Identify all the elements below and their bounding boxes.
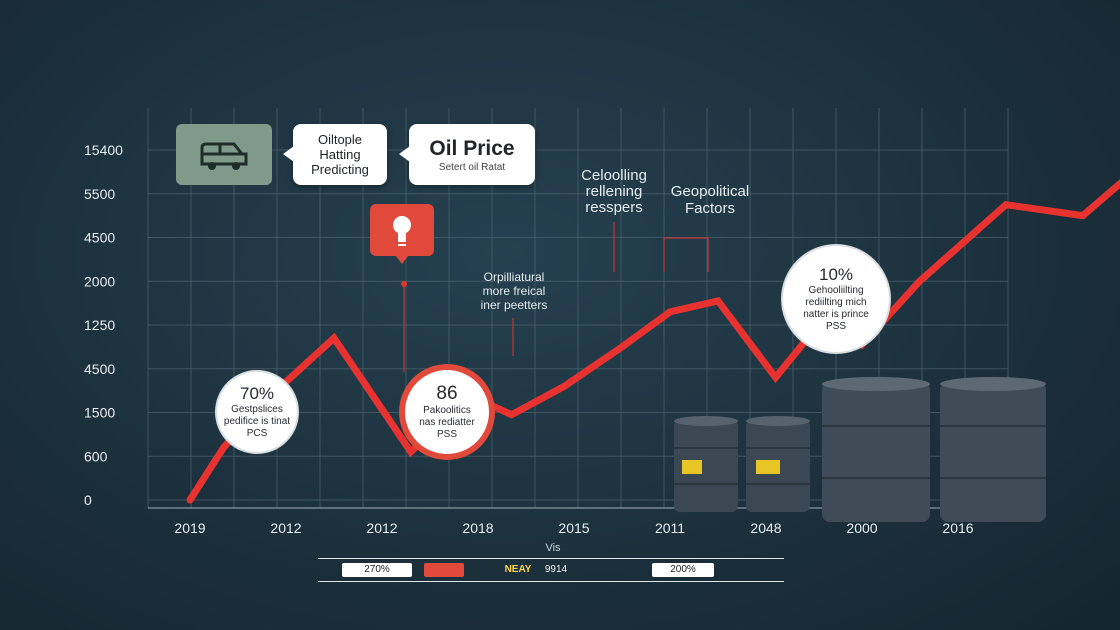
barrel-small-2 [746,416,810,512]
note1-line-3: iner peetters [480,298,548,312]
legend-chip-3: NEAY [504,564,532,575]
note1-line-2: more freical [482,284,546,298]
note2-line-1: Celoolling [581,167,647,184]
truck-icon [200,142,248,170]
y-tick-label: 4500 [84,361,115,377]
y-tick-label: 4500 [84,230,115,246]
note2-line-3: resspers [585,199,643,216]
x-tick-label: 2019 [174,520,205,536]
x-tick-label: 2000 [846,520,877,536]
stat-circle-70-line-1: Gestpslices [231,404,283,415]
legend-strip: 270% NEAY 9914 200% [318,558,784,582]
stat-circle-10-line-3: natter is prince [803,309,869,320]
connector-note3 [663,237,709,272]
alert-bubble [370,204,434,264]
note1-line-1: Orpilliatural [483,270,545,284]
stat-circle-86-line-1: Pakoolitics [423,405,471,416]
stat-circle-86-line-3: PSS [436,429,457,440]
x-tick-label: 2048 [750,520,781,536]
x-tick-label: 2012 [366,520,397,536]
y-tick-label: 1500 [84,405,115,421]
stat-circle-10: 10% Gehooliilting rediilting mich natter… [781,244,891,354]
note2-line-2: rellening [585,183,643,200]
stat-circle-10-line-1: Gehooliilting [808,285,864,296]
x-tick-label: 2012 [270,520,301,536]
y-tick-label: 15400 [84,142,123,158]
lightbulb-icon [393,216,411,264]
stat-circle-70: 70% Gestpslices pedifice is tinat PCS [215,370,299,454]
note3-line-2: Factors [684,200,735,217]
stat-circle-86: 86 Pakoolitics nas rediatter PSS [399,364,495,460]
x-axis: 2019 2012 2012 2018 2015 2011 2048 2000 2016 [174,520,973,536]
oil-price-title: Oil Price [429,137,515,160]
stat-circle-10-line-4: PSS [825,321,846,332]
x-tick-label: 2018 [462,520,493,536]
legend-chip-5: 200% [652,563,714,577]
oil-price-subtitle: Setert oil Ratat [438,162,506,173]
stat-circle-86-line-2: nas rediatter [419,417,475,428]
legend-chip-4: 9914 [544,564,568,575]
y-tick-label: 600 [84,448,108,464]
oil-barrels [674,377,1046,522]
connector-dot [401,281,407,287]
stat-circle-70-line-3: PCS [246,428,268,439]
annotation-connectors [401,222,709,372]
x-tick-label: 2016 [942,520,973,536]
barrel-large-1 [822,377,930,522]
barrel-large-2 [940,377,1046,522]
predicting-line-1: Oiltople [317,132,363,147]
legend-chip-1: 270% [342,563,412,577]
note-orpilliatural: Orpilliatural more freical iner peetters [456,270,572,312]
predicting-card: Oiltople Hatting Predicting [283,124,387,185]
y-axis: 15400 5500 4500 2000 1250 4500 1500 600 0 [84,142,123,508]
stat-circle-86-value: 86 [436,383,458,404]
x-axis-label: Vis [545,542,561,554]
stat-circle-10-line-2: rediilting mich [805,297,867,308]
oil-price-card: Oil Price Setert oil Ratat [399,124,535,185]
barrel-small-1 [674,416,738,512]
note-celoolling: Celoolling rellening resspers [556,168,672,216]
price-series [186,178,1120,504]
note-geopolitical: Geopolitical Factors [650,183,770,217]
stat-circle-10-value: 10% [818,265,854,284]
y-tick-label: 0 [84,492,92,508]
y-tick-label: 5500 [84,186,115,202]
x-tick-label: 2015 [558,520,589,536]
predicting-line-2: Hatting [319,147,361,162]
y-tick-label: 2000 [84,273,115,289]
stat-circle-70-line-2: pedifice is tinat [223,416,291,427]
predicting-line-3: Predicting [311,162,369,177]
x-tick-label: 2011 [655,520,685,536]
vehicle-card [176,124,272,185]
price-line [186,178,1120,504]
note3-line-1: Geopolitical [670,183,750,200]
legend-chip-2 [424,563,464,577]
y-tick-label: 1250 [84,317,115,333]
stat-circle-70-value: 70% [239,384,275,403]
